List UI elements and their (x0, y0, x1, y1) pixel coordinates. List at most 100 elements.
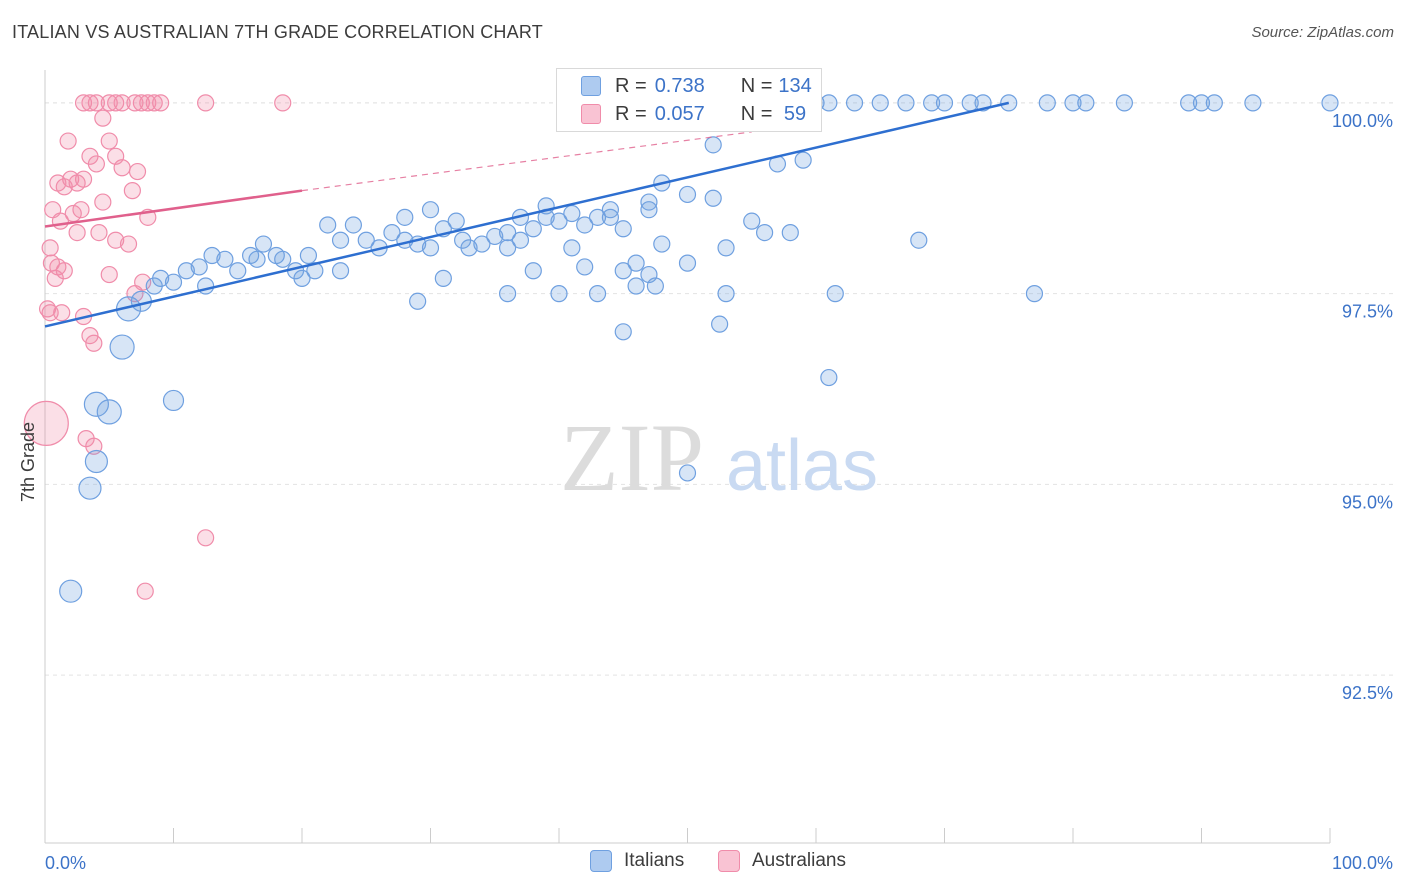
italians-point (357, 231, 375, 249)
italians-point (145, 277, 163, 295)
italians-point (1115, 94, 1134, 112)
australians-point (136, 582, 154, 600)
italians-point (614, 262, 632, 280)
italians-point (96, 399, 122, 425)
australians-point (41, 239, 59, 257)
x-tick-label: 100.0% (1332, 853, 1393, 873)
italians-point (83, 391, 110, 417)
italians-point (588, 285, 607, 303)
australians-points (23, 94, 292, 600)
australians-point (68, 224, 86, 242)
italians-point (781, 224, 799, 242)
australians-point (59, 132, 77, 150)
legend-n-value: 59 (778, 102, 807, 125)
italians-points (59, 94, 1339, 603)
australians-point (64, 204, 82, 223)
italians-point (678, 464, 697, 482)
italians-point (409, 292, 427, 310)
italians-point (614, 220, 632, 238)
italians-point (84, 449, 109, 474)
italians-point (646, 277, 664, 295)
italians-point (640, 193, 658, 211)
italians-point (78, 476, 102, 500)
bottom-legend-australians: Australians (718, 850, 846, 872)
legend-row-australians: R = 0.057 N = 59 (581, 101, 806, 127)
italians-point (499, 285, 517, 303)
australians-point (74, 94, 93, 112)
australians-legend-label: Australians (752, 850, 846, 871)
australians-point (55, 178, 73, 196)
italians-legend-swatch (590, 850, 612, 872)
australians-point (94, 193, 112, 211)
australians-point (100, 94, 118, 112)
italians-point (550, 212, 568, 230)
italians-point (396, 208, 414, 226)
legend-r-value: 0.057 (654, 102, 705, 125)
italians-point (59, 579, 83, 603)
australians-point (85, 334, 103, 352)
australians-point (132, 94, 150, 112)
italians-point (1077, 94, 1095, 112)
italians-point (601, 208, 620, 226)
italians-point (627, 277, 645, 295)
australians-point (197, 529, 215, 547)
australians-point (113, 94, 131, 112)
italians-point (576, 258, 594, 276)
italians-point (331, 231, 350, 249)
italians-point (845, 94, 864, 112)
italians-point (511, 231, 530, 249)
italians-point (421, 239, 440, 257)
italians-point (164, 273, 183, 291)
australians-point (72, 201, 90, 219)
italians-point (216, 250, 234, 268)
legend-r-label: R = (615, 102, 647, 125)
australians-point (53, 304, 71, 322)
italians-point (678, 185, 697, 204)
australians-point (94, 109, 112, 127)
italians-point (421, 201, 440, 219)
trend-lines (44, 101, 1010, 328)
australians-point (152, 94, 170, 112)
italians-point (1180, 94, 1198, 112)
australians-trend-extension (301, 131, 752, 192)
australians-swatch (581, 104, 601, 124)
italians-point (820, 368, 838, 387)
italians-point (1205, 94, 1223, 112)
legend-n-value: 134 (778, 74, 812, 97)
italians-point (499, 239, 517, 257)
italians-point (820, 94, 838, 112)
italians-point (717, 285, 735, 303)
italians-point (588, 208, 607, 226)
italians-point (794, 151, 812, 169)
australians-point (81, 94, 99, 112)
italians-point (550, 285, 568, 303)
legend-n-label: N = (740, 74, 773, 97)
y-axis-label: 7th Grade (18, 422, 38, 502)
australians-point (145, 94, 163, 112)
italians-point (711, 315, 729, 333)
correlation-legend: R = 0.738 N = 134 R = 0.057 N = 59 (556, 68, 822, 132)
australians-point (46, 269, 64, 287)
gridlines (45, 102, 1395, 676)
italians-point (826, 285, 844, 303)
italians-point (229, 262, 247, 280)
australians-point (107, 231, 125, 249)
source-label: Source: ZipAtlas.com (1251, 24, 1394, 41)
italians-point (177, 262, 195, 280)
italians-point (293, 269, 311, 287)
italians-trend-line (44, 101, 1010, 328)
italians-point (910, 231, 928, 249)
australians-point (126, 94, 144, 112)
italians-point (627, 254, 645, 272)
australians-point (100, 265, 118, 284)
italians-point (897, 94, 915, 112)
italians-point (923, 94, 941, 112)
italians-point (203, 246, 221, 265)
australians-point (100, 132, 118, 150)
italians-point (447, 212, 465, 230)
legend-row-italians: R = 0.738 N = 134 (581, 73, 812, 99)
watermark: ZIP atlas (560, 404, 878, 511)
legend-r-value: 0.738 (654, 74, 705, 97)
italians-point (162, 389, 185, 412)
